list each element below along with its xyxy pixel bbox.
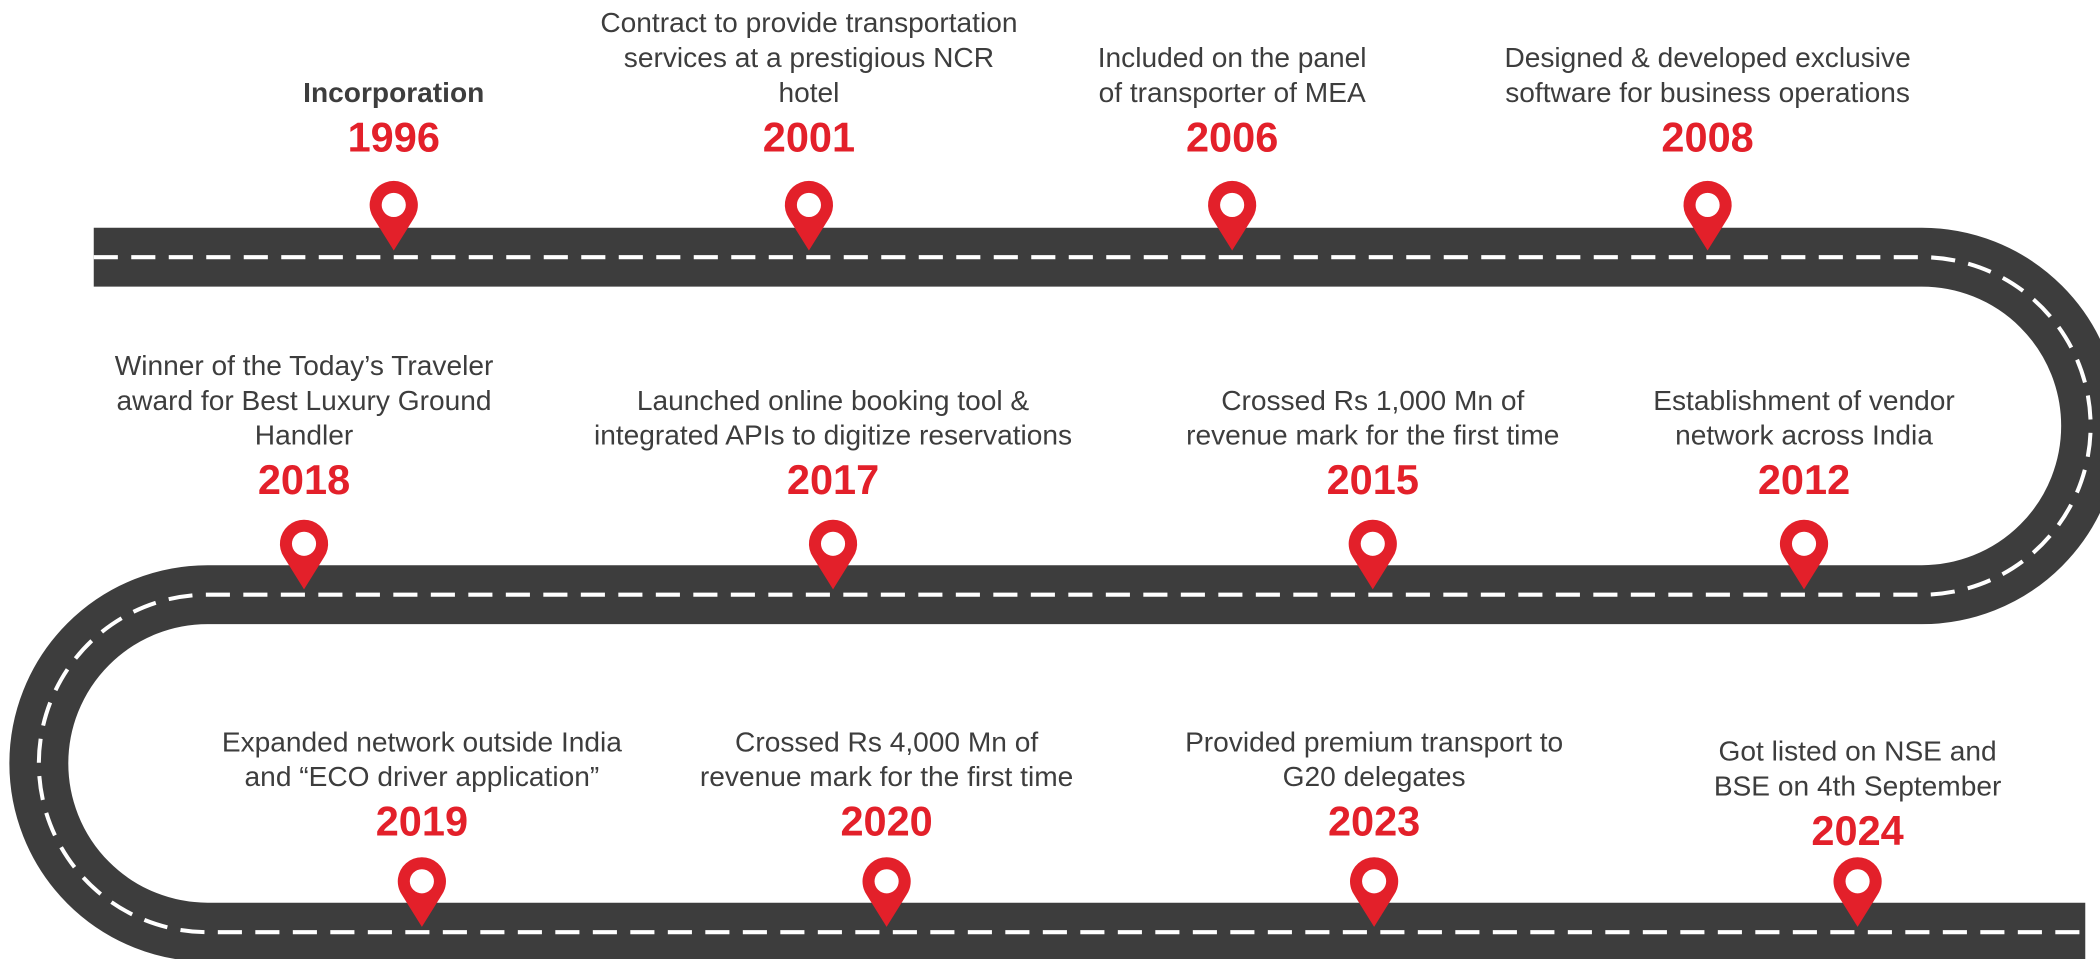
pin-hole — [1360, 531, 1385, 556]
milestone-year: 2018 — [258, 456, 350, 503]
milestone-year: 2006 — [1186, 113, 1278, 160]
pin-hole — [381, 192, 406, 217]
milestone-text: G20 delegates — [1283, 761, 1466, 792]
road — [9, 227, 2100, 959]
milestone-year: 1996 — [348, 113, 440, 160]
milestone-text: Handler — [255, 420, 353, 451]
milestone-text: of transporter of MEA — [1099, 77, 1366, 108]
milestone-text: award for Best Luxury Ground — [117, 385, 492, 416]
pin-hole — [1845, 869, 1870, 894]
milestone-year: 2019 — [376, 798, 468, 845]
milestone-text: Crossed Rs 4,000 Mn of — [735, 726, 1038, 757]
milestone-text: revenue mark for the first time — [1186, 420, 1559, 451]
milestone-text: network across India — [1675, 420, 1933, 451]
milestone-text: Expanded network outside India — [222, 726, 622, 757]
milestone-text: hotel — [778, 77, 839, 108]
milestone-text: Establishment of vendor — [1653, 385, 1955, 416]
milestone-text: Winner of the Today’s Traveler — [115, 350, 494, 381]
milestone-year: 2017 — [787, 456, 879, 503]
milestone-text: integrated APIs to digitize reservations — [594, 420, 1072, 451]
milestone-year: 2012 — [1758, 456, 1850, 503]
milestone-year: 2015 — [1327, 456, 1419, 503]
pin-hole — [874, 869, 899, 894]
milestone-year: 2008 — [1661, 113, 1753, 160]
milestone-text: BSE on 4th September — [1714, 771, 2002, 802]
pin-hole — [291, 531, 317, 556]
pin-hole — [820, 531, 846, 556]
milestone-text: Designed & developed exclusive — [1504, 42, 1910, 73]
milestone-text: Contract to provide transportation — [600, 7, 1017, 38]
pin-hole — [796, 192, 821, 217]
pin-hole — [1220, 192, 1245, 217]
milestone-text: Crossed Rs 1,000 Mn of — [1221, 385, 1524, 416]
milestone-text: services at a prestigious NCR — [624, 42, 994, 73]
milestone-year: 2001 — [763, 113, 855, 160]
milestone-text: Included on the panel — [1098, 42, 1367, 73]
milestone-year: 2023 — [1328, 798, 1420, 845]
milestone-text: Launched online booking tool & — [637, 385, 1030, 416]
milestone-text: software for business operations — [1505, 77, 1910, 108]
pin-hole — [409, 869, 434, 894]
pin-hole — [1791, 531, 1817, 556]
milestone-text: and “ECO driver application” — [245, 761, 600, 792]
pin-hole — [1362, 869, 1387, 894]
milestone-text: Provided premium transport to — [1185, 726, 1563, 757]
milestone-text: Incorporation — [303, 77, 484, 108]
milestone-text: revenue mark for the first time — [700, 761, 1073, 792]
milestone-year: 2020 — [840, 798, 932, 845]
pin-hole — [1695, 192, 1720, 217]
milestone-text: Got listed on NSE and — [1719, 736, 1997, 767]
milestone-year: 2024 — [1811, 807, 1903, 854]
